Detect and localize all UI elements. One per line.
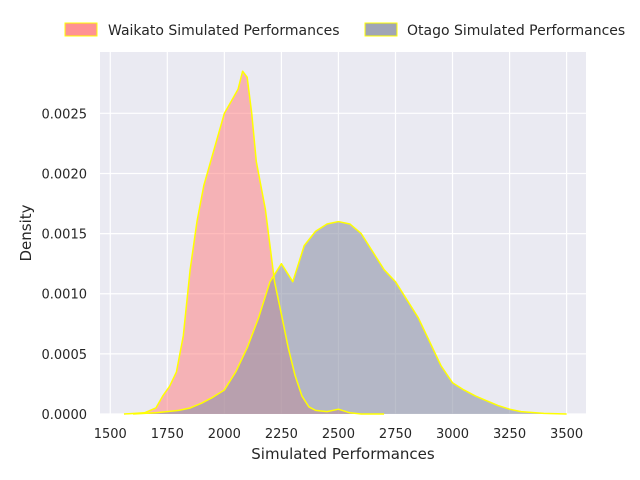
density-area-waikato (123, 71, 385, 415)
legend-swatch-waikato (64, 22, 98, 37)
y-axis-ticks: 0.0000 0.0005 0.0010 0.0015 0.0020 0.0025 (42, 107, 88, 423)
x-tick-label: 3000 (436, 427, 469, 442)
x-tick-label: 2750 (379, 427, 412, 442)
x-axis-ticks: 1500 1750 2000 2250 2500 2750 3000 3250 3500 (94, 427, 583, 442)
x-axis-label: Simulated Performances (251, 445, 435, 463)
x-tick-label: 2000 (208, 427, 241, 442)
legend-label-waikato: Waikato Simulated Performances (108, 23, 340, 39)
y-tick-label: 0.0015 (42, 228, 88, 243)
legend-label-otago: Otago Simulated Performances (407, 23, 625, 39)
x-tick-label: 2500 (322, 427, 355, 442)
y-tick-label: 0.0005 (42, 348, 88, 363)
x-tick-label: 3250 (493, 427, 526, 442)
x-tick-label: 1750 (151, 427, 184, 442)
density-line-otago (133, 220, 567, 415)
density-area-otago (133, 221, 567, 414)
y-tick-label: 0.0025 (42, 107, 88, 122)
y-tick-label: 0.0000 (42, 408, 88, 423)
y-tick-label: 0.0020 (42, 167, 88, 182)
density-line-waikato (123, 70, 385, 415)
x-tick-label: 1500 (94, 427, 127, 442)
y-axis-label: Density (17, 204, 35, 261)
x-tick-label: 2250 (265, 427, 298, 442)
x-tick-label: 3500 (550, 427, 583, 442)
series-layer (123, 70, 567, 415)
legend-swatch-otago (364, 22, 398, 37)
legend: Waikato Simulated Performances Otago Sim… (64, 22, 625, 39)
y-tick-label: 0.0010 (42, 288, 88, 303)
